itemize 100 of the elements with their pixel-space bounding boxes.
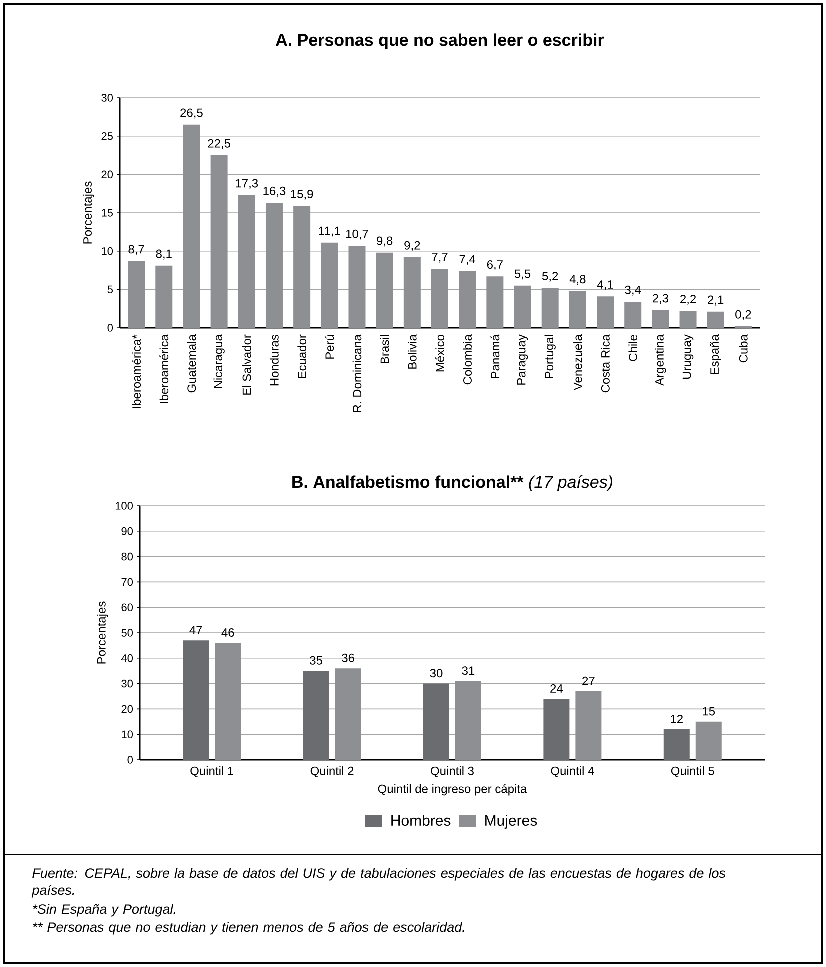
x-tick-label: Quintil 5: [671, 766, 714, 778]
data-label: 12: [671, 714, 683, 724]
y-tick-label: 0: [108, 324, 114, 332]
data-label: 4,1: [597, 280, 614, 290]
data-label: 47: [190, 626, 202, 634]
bar: [183, 124, 200, 328]
bar: [404, 257, 421, 328]
x-tick-label: R. Dominicana: [352, 334, 362, 412]
x-tick-label: Quintil 1: [190, 766, 234, 778]
data-label: 9,2: [404, 241, 420, 252]
y-tick-label: 20: [102, 170, 114, 179]
data-label: 4,8: [570, 275, 586, 286]
legend-label: Hombres: [392, 815, 451, 826]
bar: [128, 261, 146, 328]
data-label: 10,7: [346, 230, 368, 240]
data-label: 9,8: [377, 236, 393, 247]
x-tick-label: Nicaragua: [214, 334, 225, 388]
y-tick-label: 30: [122, 680, 134, 688]
data-label: 27: [582, 676, 595, 686]
x-tick-label: Quintil 3: [431, 766, 474, 778]
x-tick-label: Paraguay: [517, 334, 528, 385]
x-tick-label: Cuba: [739, 334, 748, 363]
bar: [569, 291, 586, 328]
x-tick-label: Costa Rica: [601, 334, 610, 393]
bar: [514, 286, 532, 328]
bar: [266, 203, 283, 328]
legend-label: Mujeres: [486, 815, 538, 829]
x-tick-label: Chile: [628, 335, 638, 362]
data-label: 3,4: [625, 286, 642, 296]
x-tick-label: Quintil 2: [310, 766, 354, 778]
x-tick-label: Iberoamérica*: [132, 334, 142, 408]
bar: [156, 266, 173, 328]
data-label: 36: [342, 654, 354, 662]
x-tick-label: Honduras: [270, 334, 279, 386]
data-label: 11,1: [319, 226, 340, 237]
data-label: 0,2: [736, 310, 752, 320]
data-label: 7,7: [432, 252, 448, 263]
x-tick-label: España: [710, 334, 722, 374]
x-tick-label: Perú: [325, 335, 334, 359]
y-tick-label: 60: [122, 604, 134, 612]
data-label: 22,5: [208, 139, 230, 150]
bar: [624, 302, 642, 328]
x-tick-label: Panamá: [490, 334, 500, 378]
y-tick-label: 40: [121, 654, 134, 662]
bar: [696, 722, 722, 760]
x-tick-label: Brasil: [380, 335, 390, 364]
x-tick-label: México: [436, 335, 444, 372]
x-tick-label: Uruguay: [682, 334, 694, 379]
bar: [238, 195, 256, 328]
bar: [652, 310, 670, 328]
data-label: 7,4: [460, 255, 476, 266]
bar: [459, 271, 476, 328]
data-label: 6,7: [487, 260, 503, 270]
y-tick-label: 80: [122, 552, 134, 561]
data-label: 35: [310, 656, 322, 665]
bar: [348, 246, 366, 328]
bar: [321, 242, 338, 328]
x-tick-label: Iberoamérica: [160, 334, 169, 404]
data-label: 26,5: [180, 108, 203, 119]
bar: [707, 312, 724, 328]
data-label: 24: [550, 684, 564, 693]
x-tick-label: Portugal: [544, 335, 556, 378]
data-label: 30: [430, 669, 443, 678]
data-label: 5,5: [514, 270, 531, 280]
y-axis-title: Porcentajes: [83, 182, 94, 244]
data-label: 31: [462, 666, 475, 676]
bar: [544, 699, 570, 760]
y-tick-label: 25: [102, 132, 113, 140]
x-tick-label: Guatemala: [187, 334, 196, 393]
data-label: 2,2: [680, 295, 696, 305]
data-label: 15: [703, 707, 716, 716]
x-tick-label: Argentina: [655, 334, 666, 386]
y-tick-label: 30: [102, 94, 114, 102]
y-tick-label: 15: [102, 209, 113, 217]
y-tick-label: 100: [116, 502, 134, 510]
bar: [456, 681, 482, 760]
bar: [335, 668, 362, 760]
x-axis-title: Quintil de ingreso per cápita: [378, 784, 528, 796]
data-label: 15,9: [291, 190, 314, 200]
y-axis-title: Porcentajes: [97, 602, 108, 664]
bar: [376, 252, 394, 328]
text: ** Personas que no estudian y tienen menos de 5 años de escolaridad.: [32, 922, 464, 935]
y-tick-label: 10: [122, 730, 134, 739]
y-tick-label: 90: [122, 528, 134, 536]
bar: [664, 730, 690, 760]
y-tick-label: 50: [122, 629, 134, 637]
data-label: 2,1: [708, 296, 724, 306]
x-tick-label: El Salvador: [242, 334, 252, 395]
data-label: 2,3: [652, 294, 669, 304]
chart-title: B. Analfabetismo funcional**: [292, 476, 524, 488]
data-label: 5,2: [542, 272, 558, 282]
x-tick-label: Quintil 4: [551, 766, 594, 778]
chart-title: A. Personas que no saben leer o escribir: [276, 34, 604, 50]
bar: [424, 684, 450, 760]
y-tick-label: 0: [128, 756, 134, 764]
data-label: 46: [222, 628, 234, 637]
bar: [680, 311, 697, 328]
data-label: 8,7: [128, 245, 144, 256]
source-note: Fuente: CEPAL, sobre la base de datos del UIS y de tabulaciones especiales de las encuestas de hogares de los países.: [32, 868, 726, 898]
x-tick-label: Colombia: [463, 334, 472, 385]
